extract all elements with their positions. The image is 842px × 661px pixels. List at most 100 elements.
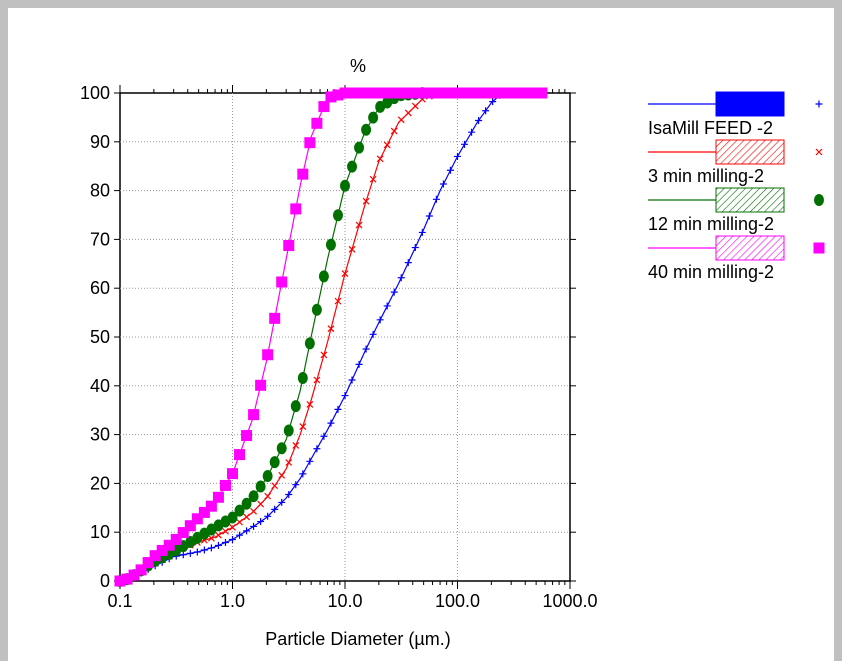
plus-marker <box>207 544 215 552</box>
legend-label: IsaMill FEED -2 <box>648 118 773 138</box>
square-marker <box>529 87 541 99</box>
square-marker <box>170 533 182 545</box>
square-marker <box>184 520 196 532</box>
x-marker <box>404 109 412 117</box>
square-marker <box>304 137 316 149</box>
y-tick-label: 80 <box>90 181 110 201</box>
plus-marker <box>193 548 201 556</box>
chart-title: % <box>350 56 366 76</box>
y-tick-label: 20 <box>90 473 110 493</box>
square-marker <box>325 91 337 103</box>
plus-marker <box>257 518 265 526</box>
plus-marker <box>411 244 419 252</box>
circle-marker <box>368 111 379 124</box>
x-marker <box>383 141 391 149</box>
x-marker <box>250 507 258 515</box>
plus-marker <box>320 432 328 440</box>
plus-marker <box>250 522 258 530</box>
plus-marker <box>404 259 412 267</box>
legend-entry: IsaMill FEED -2 <box>648 91 823 138</box>
square-marker <box>262 349 274 361</box>
legend-entry: 12 min milling-2 <box>648 187 824 234</box>
plus-marker <box>475 116 483 124</box>
square-marker <box>536 87 548 99</box>
x-marker <box>348 245 356 253</box>
square-marker <box>128 569 140 581</box>
square-marker <box>283 240 295 252</box>
square-marker <box>149 550 161 562</box>
circle-marker <box>340 179 350 192</box>
plus-marker <box>446 166 454 174</box>
square-marker <box>191 513 203 525</box>
plus-marker <box>306 457 314 465</box>
plus-marker <box>285 490 293 498</box>
square-marker <box>508 87 520 99</box>
square-marker <box>409 87 421 99</box>
square-marker <box>452 87 463 99</box>
square-marker <box>480 87 492 99</box>
square-marker <box>367 87 379 99</box>
plus-marker <box>468 128 476 136</box>
square-marker <box>177 527 189 539</box>
square-marker <box>360 87 372 99</box>
x-marker <box>278 471 286 479</box>
x-tick-label: 10.0 <box>327 591 362 611</box>
square-marker <box>121 573 133 585</box>
square-marker <box>423 87 435 99</box>
plus-marker <box>341 392 349 400</box>
square-marker <box>227 468 238 480</box>
x-marker <box>369 175 377 183</box>
square-marker <box>353 87 365 99</box>
series-layer <box>114 87 548 587</box>
plus-marker <box>271 505 279 513</box>
square-marker <box>444 87 456 99</box>
plus-marker <box>362 345 370 353</box>
x-tick-label: 1000.0 <box>542 591 597 611</box>
plus-marker <box>369 330 377 338</box>
circle-marker <box>276 442 287 455</box>
circle-marker <box>332 209 343 222</box>
x-tick-label: 0.1 <box>107 591 132 611</box>
square-marker <box>501 87 513 99</box>
circle-marker <box>241 497 252 510</box>
square-marker <box>402 87 414 99</box>
square-marker <box>459 87 471 99</box>
x-marker <box>411 102 419 110</box>
square-marker <box>212 491 224 503</box>
x-marker <box>362 197 370 205</box>
x-marker <box>306 401 314 408</box>
circle-marker <box>361 123 372 136</box>
circle-marker <box>269 456 280 469</box>
square-marker <box>332 89 344 101</box>
square-marker <box>339 87 351 99</box>
circle-marker <box>262 469 273 482</box>
circle-marker <box>318 270 329 283</box>
square-marker <box>142 557 154 569</box>
plus-marker <box>334 405 342 413</box>
square-marker <box>416 87 428 99</box>
circle-marker <box>325 238 336 251</box>
x-marker <box>236 518 243 526</box>
circle-marker <box>311 303 322 316</box>
plus-marker <box>264 512 272 520</box>
legend-label: 3 min milling-2 <box>648 166 764 186</box>
legend-swatch <box>715 235 785 261</box>
legend-label: 12 min milling-2 <box>648 214 774 234</box>
x-tick-labels: 0.1 1.0 10.0 100.0 1000.0 <box>107 591 597 611</box>
grid-lines <box>120 93 570 581</box>
plus-marker <box>383 302 391 310</box>
square-marker <box>430 87 442 99</box>
square-marker <box>494 87 506 99</box>
square-marker <box>276 276 288 288</box>
plus-marker <box>355 360 363 368</box>
y-tick-label: 30 <box>90 425 110 445</box>
x-marker <box>285 459 293 466</box>
square-marker <box>522 87 534 99</box>
plus-marker <box>482 107 490 115</box>
plus-marker <box>214 541 222 549</box>
plus-marker <box>418 228 426 236</box>
legend-swatch <box>715 187 785 213</box>
square-marker <box>318 101 330 113</box>
square-marker <box>290 203 302 215</box>
